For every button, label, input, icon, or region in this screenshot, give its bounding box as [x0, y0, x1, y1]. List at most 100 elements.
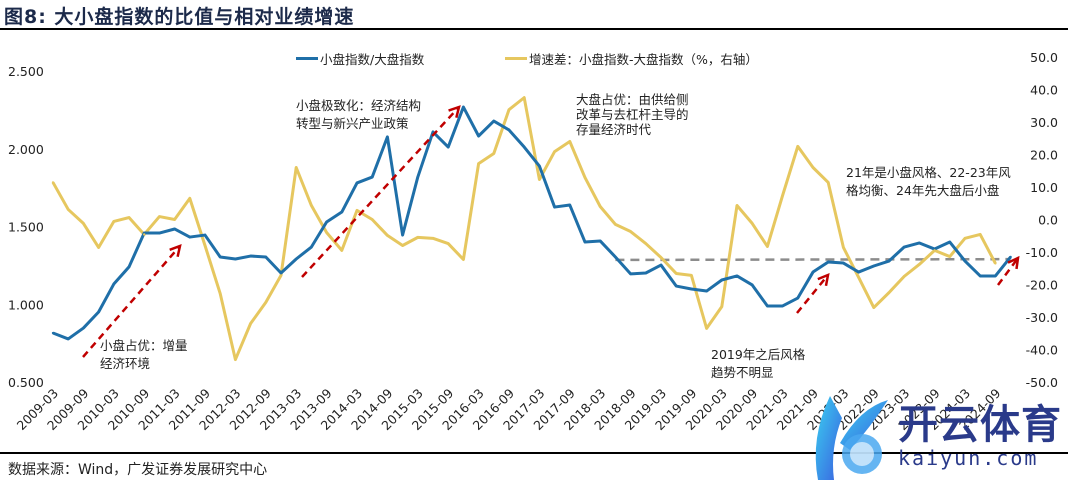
- ratio-point: [690, 287, 693, 291]
- ratio-point: [67, 337, 70, 341]
- growth-diff-point: [675, 272, 678, 275]
- growth-diff-point: [355, 209, 359, 212]
- ratio-point: [568, 203, 571, 207]
- growth-diff-point: [842, 246, 845, 249]
- growth-diff-point: [766, 245, 769, 248]
- left-tick-label: 1.000: [8, 297, 44, 312]
- growth-diff-point: [933, 249, 936, 252]
- growth-diff-point: [857, 276, 860, 279]
- left-tick-label: 2.500: [8, 64, 44, 79]
- ratio-point: [538, 164, 541, 168]
- ratio-point: [355, 181, 359, 185]
- ratio-point: [857, 270, 860, 274]
- ratio-point: [401, 233, 404, 237]
- figure-title: 图8: 大小盘指数的比值与相对业绩增速: [4, 6, 355, 28]
- annotation-line: 趋势不明显: [711, 365, 774, 380]
- annotation-after-2019: 2019年之后风格 趋势不明显: [711, 346, 805, 382]
- annotation-line: 大盘占优：由供给侧: [576, 92, 689, 107]
- right-tick-label: 20.0: [1030, 148, 1058, 163]
- growth-diff-point: [340, 249, 343, 252]
- ratio-point: [477, 134, 480, 138]
- ratio-point: [158, 231, 161, 235]
- growth-diff-point: [994, 262, 997, 265]
- growth-diff-point: [614, 223, 617, 226]
- watermark: 开云体育 kaiyun.com: [790, 388, 1068, 488]
- series-ratio-line: [52, 105, 1012, 341]
- growth-diff-point: [477, 162, 480, 165]
- growth-diff-point: [386, 234, 389, 237]
- growth-diff-point: [811, 166, 815, 169]
- ratio-point: [751, 283, 754, 287]
- right-tick-label: -50.0: [1026, 375, 1058, 390]
- growth-diff-point: [827, 181, 830, 184]
- right-tick-label: -10.0: [1026, 245, 1058, 260]
- ratio-point: [416, 175, 419, 179]
- ratio-point: [97, 310, 100, 314]
- trend-arrow-icon: [996, 255, 1020, 286]
- left-tick-label: 1.500: [8, 220, 44, 235]
- growth-diff-point: [690, 274, 693, 277]
- growth-diff-point: [887, 291, 891, 294]
- right-tick-label: 0.0: [1038, 213, 1058, 228]
- ratio-point: [173, 227, 176, 231]
- growth-diff-point: [751, 222, 754, 225]
- ratio-point: [872, 264, 875, 268]
- ratio-point: [127, 265, 131, 269]
- growth-diff-point: [538, 178, 541, 181]
- ratio-point: [583, 240, 587, 244]
- annotation-line: 小盘占优：增量: [100, 338, 188, 353]
- growth-diff-point: [173, 218, 176, 221]
- ratio-point: [644, 271, 647, 275]
- annotation-large-cap-advantage: 大盘占优：由供给侧 改革与去杠杆主导的 存量经济时代: [576, 92, 689, 137]
- ratio-point: [735, 274, 739, 278]
- ratio-point: [675, 284, 678, 288]
- growth-diff-point: [97, 246, 100, 249]
- ratio-point: [234, 257, 237, 261]
- ratio-point: [188, 235, 191, 239]
- growth-diff-point: [82, 222, 85, 225]
- growth-diff-point: [295, 166, 298, 169]
- growth-diff-point: [462, 258, 465, 261]
- growth-diff-point: [447, 242, 450, 245]
- ratio-point: [492, 119, 495, 123]
- ratio-point: [614, 255, 617, 259]
- bottom-divider: [0, 452, 1068, 454]
- growth-diff-point: [583, 176, 587, 179]
- right-tick-label: -30.0: [1026, 310, 1058, 325]
- annotation-small-cap-advantage: 小盘占优：增量 经济环境: [100, 337, 188, 373]
- ratio-point: [340, 210, 343, 214]
- right-tick-label: 30.0: [1030, 115, 1058, 130]
- watermark-logo-icon: [815, 396, 888, 480]
- ratio-point: [599, 239, 602, 243]
- ratio-point: [386, 135, 389, 139]
- growth-diff-point: [659, 256, 663, 259]
- ratio-point: [82, 326, 85, 330]
- growth-diff-point: [599, 205, 602, 208]
- legend-swatch-yellow: [505, 57, 527, 60]
- growth-diff-point: [203, 244, 207, 247]
- right-tick-label: -20.0: [1026, 278, 1058, 293]
- trend-arrow-icon: [82, 244, 182, 358]
- ratio-point: [811, 270, 815, 274]
- right-tick-label: 50.0: [1030, 50, 1058, 65]
- trend-arrows: [82, 105, 1020, 358]
- data-points: [51, 96, 1012, 361]
- growth-diff-point: [234, 358, 237, 361]
- ratio-point: [1009, 255, 1012, 259]
- ratio-point: [963, 259, 967, 263]
- growth-diff-point: [249, 322, 252, 325]
- growth-diff-point: [705, 327, 708, 330]
- growth-diff-point: [127, 216, 131, 219]
- ratio-point: [264, 255, 267, 259]
- ratio-point: [948, 240, 951, 244]
- ratio-point: [431, 130, 435, 134]
- growth-diff-point: [67, 208, 70, 211]
- series-growth-diff-line: [51, 96, 997, 362]
- ratio-point: [523, 145, 526, 149]
- ratio-point: [720, 278, 723, 282]
- annotation-line: 转型与新兴产业政策: [296, 116, 409, 131]
- growth-diff-point: [781, 194, 784, 197]
- ratio-point: [781, 304, 784, 308]
- ratio-point: [842, 261, 845, 265]
- ratio-point: [705, 289, 708, 293]
